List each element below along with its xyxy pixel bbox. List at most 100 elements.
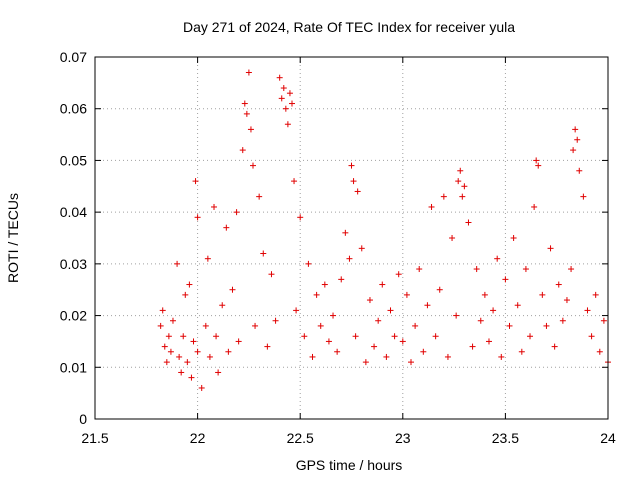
data-point (465, 219, 472, 226)
data-point (395, 271, 402, 278)
data-point (321, 281, 328, 288)
data-point (169, 317, 176, 324)
data-point (424, 302, 431, 309)
data-point (428, 203, 435, 210)
data-point (282, 105, 289, 112)
data-point (204, 255, 211, 262)
data-point (284, 121, 291, 128)
data-point (531, 203, 538, 210)
data-point (348, 162, 355, 169)
data-point (506, 322, 513, 329)
data-point (334, 348, 341, 355)
data-point (235, 338, 242, 345)
data-point (229, 286, 236, 293)
y-tick-label: 0.03 (60, 256, 87, 272)
data-point (588, 333, 595, 340)
data-point (354, 188, 361, 195)
data-point (346, 255, 353, 262)
data-point (180, 333, 187, 340)
y-axis-ticks: 0 0.01 0.02 0.03 0.04 0.05 0.06 0.07 (60, 49, 608, 427)
data-point (502, 276, 509, 283)
data-point (461, 183, 468, 190)
plot-frame (94, 56, 609, 420)
data-point (444, 353, 451, 360)
data-point (288, 100, 295, 107)
data-point (440, 193, 447, 200)
data-point (309, 353, 316, 360)
data-point (352, 333, 359, 340)
data-point (592, 291, 599, 298)
data-point (459, 193, 466, 200)
x-tick-label: 22 (190, 430, 206, 446)
x-tick-label: 22.5 (287, 430, 314, 446)
x-tick-label: 23.5 (492, 430, 519, 446)
data-point (551, 343, 558, 350)
x-axis-title: GPS time / hours (296, 457, 403, 473)
data-point (576, 167, 583, 174)
data-point (366, 297, 373, 304)
data-point (547, 245, 554, 252)
data-point (543, 322, 550, 329)
data-point (527, 333, 534, 340)
data-point (535, 162, 542, 169)
data-point (416, 266, 423, 273)
data-point (157, 322, 164, 329)
data-point (600, 317, 607, 324)
data-point (473, 266, 480, 273)
data-point (194, 214, 201, 221)
data-point (176, 353, 183, 360)
data-points (157, 69, 611, 391)
y-tick-label: 0.07 (60, 49, 87, 65)
data-point (539, 291, 546, 298)
y-tick-label: 0.05 (60, 152, 87, 168)
chart-title: Day 271 of 2024, Rate Of TEC Index for r… (183, 19, 515, 35)
data-point (432, 333, 439, 340)
grid (95, 57, 608, 419)
data-point (268, 271, 275, 278)
data-point (330, 312, 337, 319)
y-tick-label: 0.01 (60, 359, 87, 375)
y-tick-label: 0.06 (60, 101, 87, 117)
data-point (293, 307, 300, 314)
data-point (403, 291, 410, 298)
data-point (243, 110, 250, 117)
data-point (247, 126, 254, 133)
data-point (245, 69, 252, 76)
data-point (514, 302, 521, 309)
x-axis-ticks: 21.5 22 22.5 23 23.5 24 (81, 57, 616, 446)
data-point (252, 322, 259, 329)
data-point (239, 147, 246, 154)
data-point (192, 178, 199, 185)
data-point (174, 260, 181, 267)
data-point (485, 338, 492, 345)
data-point (371, 343, 378, 350)
y-tick-label: 0 (79, 411, 87, 427)
data-point (264, 343, 271, 350)
data-point (305, 260, 312, 267)
data-point (375, 317, 382, 324)
data-point (280, 85, 287, 92)
data-point (449, 235, 456, 241)
data-point (161, 343, 168, 350)
data-point (188, 374, 195, 381)
data-point (563, 297, 570, 304)
data-point (178, 369, 185, 376)
data-point (570, 147, 577, 154)
data-point (358, 245, 365, 252)
data-point (399, 338, 406, 345)
data-point (276, 74, 283, 81)
data-point (387, 307, 394, 314)
data-point (163, 359, 170, 366)
data-point (572, 126, 579, 133)
data-point (184, 359, 191, 366)
data-point (182, 291, 189, 298)
data-point (350, 178, 357, 185)
data-point (408, 359, 415, 366)
data-point (159, 307, 166, 314)
data-point (225, 348, 232, 355)
data-point (584, 307, 591, 314)
data-point (490, 307, 497, 314)
data-point (596, 348, 603, 355)
data-point (325, 338, 332, 345)
data-point (533, 157, 540, 164)
